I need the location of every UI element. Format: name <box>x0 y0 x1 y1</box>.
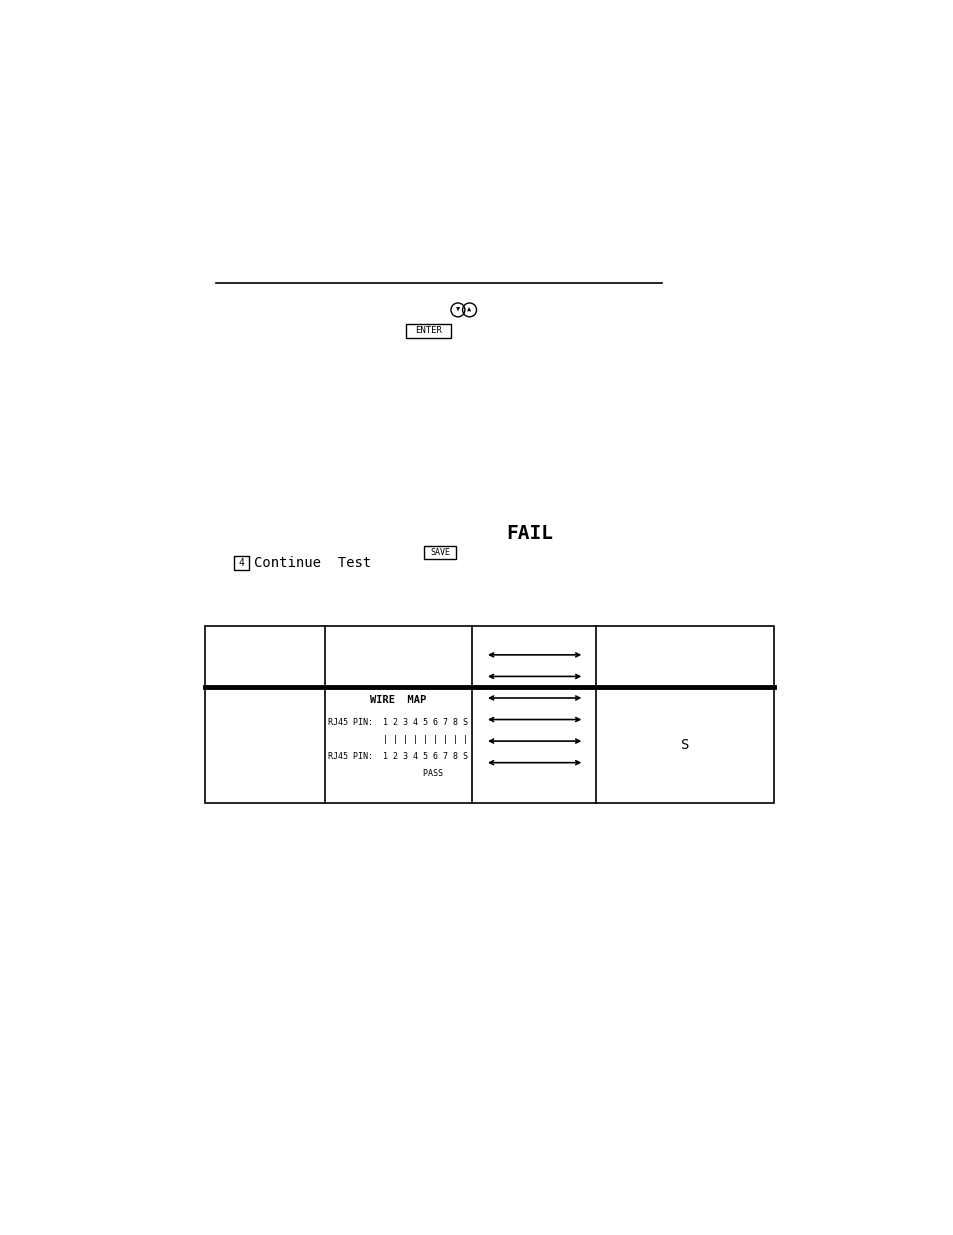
Text: S: S <box>680 739 688 752</box>
Text: RJ45 PIN:  1 2 3 4 5 6 7 8 S: RJ45 PIN: 1 2 3 4 5 6 7 8 S <box>328 752 468 761</box>
Bar <box>406 324 451 337</box>
Bar <box>204 626 773 803</box>
Text: FAIL: FAIL <box>506 524 553 542</box>
Text: PASS: PASS <box>353 769 443 778</box>
Bar <box>423 546 456 558</box>
Text: ENTER: ENTER <box>415 326 441 335</box>
Text: RJ45 PIN:  1 2 3 4 5 6 7 8 S: RJ45 PIN: 1 2 3 4 5 6 7 8 S <box>328 718 468 726</box>
Bar <box>233 556 249 571</box>
Text: WIRE  MAP: WIRE MAP <box>370 695 426 705</box>
Text: 4: 4 <box>238 558 244 568</box>
Text: ▲: ▲ <box>467 308 471 312</box>
Text: SAVE: SAVE <box>430 548 450 557</box>
Text: Continue  Test: Continue Test <box>253 556 371 571</box>
Text: ▼: ▼ <box>456 308 459 312</box>
Text: | | | | | | | | |: | | | | | | | | | <box>328 735 468 743</box>
